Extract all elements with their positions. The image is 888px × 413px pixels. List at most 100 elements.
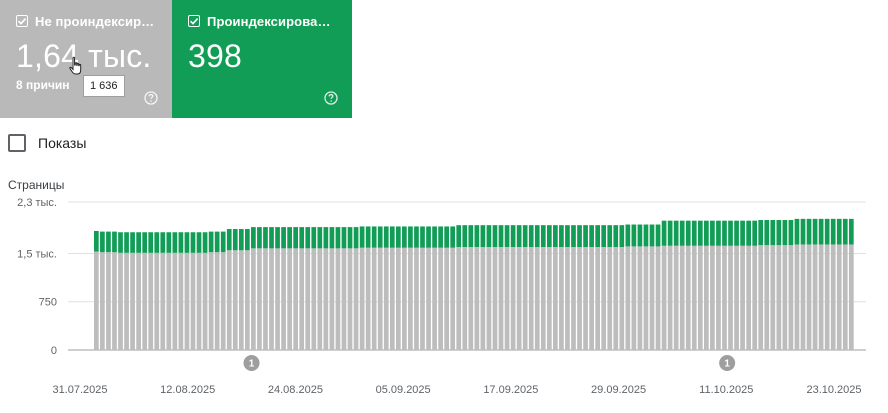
bar-not-indexed xyxy=(673,245,679,350)
bar-not-indexed xyxy=(589,247,594,350)
bar-not-indexed xyxy=(142,252,148,350)
bar-not-indexed xyxy=(613,247,619,350)
bar-not-indexed xyxy=(202,252,208,350)
bar-indexed xyxy=(559,225,564,248)
y-tick-label: 2,3 тыс. xyxy=(17,197,57,209)
bar-indexed xyxy=(184,232,190,253)
bar-indexed xyxy=(118,232,123,253)
impressions-toggle[interactable]: Показы xyxy=(8,134,86,152)
bar-indexed xyxy=(776,220,782,246)
bar-indexed xyxy=(728,220,733,246)
bar-not-indexed xyxy=(546,247,552,350)
bar-not-indexed xyxy=(220,252,226,350)
bar-indexed xyxy=(124,232,129,253)
x-tick-label: 29.09.2025 xyxy=(591,384,646,396)
x-tick-label: 17.09.2025 xyxy=(483,384,538,396)
bar-not-indexed xyxy=(341,248,347,350)
bar-indexed xyxy=(408,226,413,248)
bar-not-indexed xyxy=(244,250,250,350)
bar-not-indexed xyxy=(836,244,842,350)
bar-not-indexed xyxy=(293,248,299,350)
bar-not-indexed xyxy=(287,248,292,350)
bar-not-indexed xyxy=(154,252,160,350)
bar-indexed xyxy=(359,226,365,248)
bar-indexed xyxy=(673,220,679,246)
bar-not-indexed xyxy=(559,247,564,350)
bar-indexed xyxy=(746,220,751,246)
bar-not-indexed xyxy=(257,248,262,350)
bar-indexed xyxy=(220,231,226,253)
bar-not-indexed xyxy=(226,250,232,350)
help-icon[interactable] xyxy=(324,91,338,105)
bar-not-indexed xyxy=(106,252,111,350)
bar-not-indexed xyxy=(275,248,280,350)
bar-indexed xyxy=(679,220,685,246)
bar-indexed xyxy=(450,226,456,248)
bar-not-indexed xyxy=(480,247,486,350)
bar-indexed xyxy=(438,226,443,248)
bar-not-indexed xyxy=(806,244,812,350)
bar-indexed xyxy=(305,227,311,249)
bar-indexed xyxy=(371,226,377,248)
help-icon[interactable] xyxy=(144,91,158,105)
bar-not-indexed xyxy=(474,247,480,350)
bar-indexed xyxy=(226,229,232,251)
bar-indexed xyxy=(474,225,480,248)
bar-not-indexed xyxy=(402,247,407,350)
bar-not-indexed xyxy=(577,247,582,350)
bar-not-indexed xyxy=(251,248,256,350)
bar-not-indexed xyxy=(818,244,824,350)
bar-indexed xyxy=(208,231,214,253)
bar-not-indexed xyxy=(565,247,570,350)
bar-not-indexed xyxy=(323,248,329,350)
bar-not-indexed xyxy=(685,245,691,350)
bar-indexed xyxy=(637,224,643,247)
bar-not-indexed xyxy=(691,245,697,350)
bar-indexed xyxy=(281,227,286,249)
bar-indexed xyxy=(293,227,299,249)
annotation-marker xyxy=(243,355,260,371)
bar-indexed xyxy=(565,225,570,248)
bar-indexed xyxy=(528,225,534,248)
bar-not-indexed xyxy=(100,252,105,350)
bar-not-indexed xyxy=(432,247,437,350)
bar-indexed xyxy=(377,226,383,248)
bar-indexed xyxy=(758,220,764,246)
not-indexed-card[interactable]: Не проиндексир… 1,64 тыс. 8 причин xyxy=(0,0,172,118)
bar-not-indexed xyxy=(770,245,776,350)
bar-not-indexed xyxy=(136,252,141,350)
bar-not-indexed xyxy=(595,247,601,350)
bar-indexed xyxy=(842,218,848,245)
x-tick-label: 24.08.2025 xyxy=(268,384,323,396)
bar-indexed xyxy=(136,232,141,253)
checkbox-checked-icon[interactable] xyxy=(188,15,200,27)
bar-not-indexed xyxy=(848,244,854,350)
bar-indexed xyxy=(697,220,703,246)
bar-indexed xyxy=(130,232,135,253)
bar-not-indexed xyxy=(214,252,220,350)
bar-not-indexed xyxy=(172,252,178,350)
impressions-label: Показы xyxy=(38,135,87,151)
bar-not-indexed xyxy=(468,247,474,350)
bar-not-indexed xyxy=(534,247,540,350)
bar-indexed xyxy=(818,218,824,245)
bar-not-indexed xyxy=(842,244,848,350)
bar-indexed xyxy=(510,225,516,248)
bar-indexed xyxy=(601,225,607,248)
bar-indexed xyxy=(553,225,558,248)
y-tick-label: 750 xyxy=(39,297,57,309)
checkbox-checked-icon[interactable] xyxy=(16,15,28,27)
bar-indexed xyxy=(414,226,419,248)
bar-indexed xyxy=(546,225,552,248)
bar-not-indexed xyxy=(643,246,649,350)
bar-indexed xyxy=(716,220,721,246)
bar-not-indexed xyxy=(661,245,667,350)
checkbox-unchecked-icon[interactable] xyxy=(8,134,26,152)
bar-indexed xyxy=(631,224,637,247)
bar-indexed xyxy=(154,232,160,253)
bar-indexed xyxy=(522,225,528,248)
bar-not-indexed xyxy=(637,246,643,350)
indexed-card[interactable]: Проиндексирова… 398 xyxy=(172,0,352,118)
bar-indexed xyxy=(649,224,655,247)
annotation-label: 1 xyxy=(724,359,730,370)
